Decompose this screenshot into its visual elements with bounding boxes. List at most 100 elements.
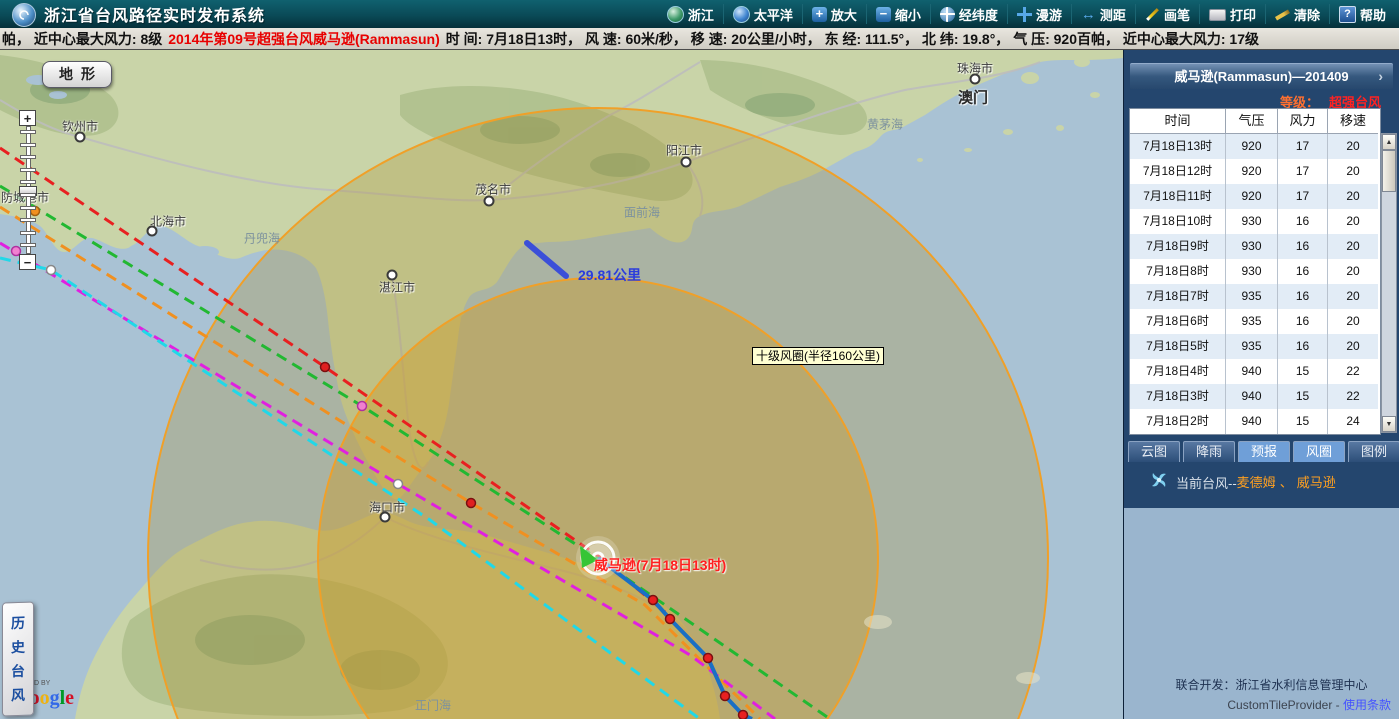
tab-云图[interactable]: 云图 (1128, 441, 1180, 462)
toolbar-button-clear[interactable]: 清除 (1264, 4, 1329, 24)
zoom-tick[interactable] (20, 218, 36, 223)
table-row[interactable]: 7月18日10时 930 16 20 (1130, 209, 1380, 234)
panel-title-bar[interactable]: 威马逊(Rammasun)—201409 › (1130, 63, 1393, 89)
table-row[interactable]: 7月18日6时 935 16 20 (1130, 309, 1380, 334)
track-point[interactable] (737, 709, 749, 719)
current-typhoon-link[interactable]: 威马逊 (1296, 475, 1336, 490)
toolbar-button-zoom-out[interactable]: 缩小 (865, 4, 930, 24)
toolbar-button-pen[interactable]: 画笔 (1134, 4, 1199, 24)
table-row[interactable]: 7月18日2时 940 15 24 (1130, 409, 1380, 434)
measure-distance-label: 29.81公里 (578, 267, 642, 283)
track-point[interactable] (319, 361, 331, 373)
grade-line: 等级： 超强台风 (1124, 92, 1381, 110)
table-header-row: 时间 气压 风力 移速 (1130, 109, 1380, 134)
track-point[interactable] (356, 400, 368, 412)
terrain-dark (30, 76, 815, 690)
table-cell: 20 (1328, 309, 1378, 334)
table-cell: 20 (1328, 334, 1378, 359)
zoom-tick[interactable] (20, 230, 36, 235)
table-cell: 16 (1278, 259, 1328, 284)
table-row[interactable]: 7月18日13时 920 17 20 (1130, 134, 1380, 159)
track-point[interactable] (719, 690, 731, 702)
toolbar-button-print[interactable]: 打印 (1198, 4, 1265, 24)
expand-arrow-icon[interactable]: › (1378, 68, 1383, 84)
toolbar-button-latlon[interactable]: 经纬度 (929, 4, 1007, 24)
tab-风圈[interactable]: 风圈 (1293, 441, 1345, 462)
toolbar-button-zhejiang-globe[interactable]: 浙江 (658, 4, 723, 24)
table-cell: 20 (1328, 284, 1378, 309)
zoom-tick[interactable] (20, 193, 36, 197)
ticker-prefix: 帕， 近中心最大风力: 8级 (2, 31, 163, 47)
print-icon (1208, 9, 1226, 21)
zoom-slider-track[interactable] (19, 126, 38, 254)
track-line (0, 241, 776, 719)
table-row[interactable]: 7月18日8时 930 16 20 (1130, 259, 1380, 284)
table-scrollbar[interactable]: ▲ ▼ (1381, 133, 1397, 433)
table-header-cell: 气压 (1226, 109, 1278, 134)
table-row[interactable]: 7月18日9时 930 16 20 (1130, 234, 1380, 259)
table-row[interactable]: 7月18日7时 935 16 20 (1130, 284, 1380, 309)
toolbar-button-zoom-in[interactable]: 放大 (801, 4, 866, 24)
current-typhoon-links: 麦德姆、威马逊 (1237, 472, 1336, 492)
zoom-tick[interactable] (20, 167, 36, 172)
table-cell: 7月18日7时 (1130, 284, 1226, 309)
table-cell: 16 (1278, 284, 1328, 309)
current-typhoon-link[interactable]: 麦德姆 (1236, 475, 1276, 490)
table-row[interactable]: 7月18日11时 920 17 20 (1130, 184, 1380, 209)
toolbar-button-label: 清除 (1293, 7, 1320, 23)
track-point[interactable] (465, 497, 477, 509)
toolbar-button-measure[interactable]: 测距 (1070, 4, 1135, 24)
zoom-tick[interactable] (20, 205, 36, 210)
grade-value: 超强台风 (1328, 95, 1381, 110)
table-cell: 7月18日10时 (1130, 209, 1226, 234)
table-cell: 935 (1226, 334, 1278, 359)
zoom-tick[interactable] (20, 243, 36, 248)
track-point[interactable] (664, 613, 676, 625)
scrollbar-thumb[interactable] (1382, 150, 1396, 192)
zoom-out-button[interactable]: − (19, 254, 36, 270)
zoom-tick[interactable] (20, 142, 36, 147)
table-cell: 16 (1278, 309, 1328, 334)
zoom-tick[interactable] (20, 130, 36, 134)
toolbar-button-label: 画笔 (1163, 7, 1190, 23)
toolbar-button-pan[interactable]: 漫游 (1006, 4, 1071, 24)
track-point[interactable] (702, 652, 714, 664)
table-row[interactable]: 7月18日12时 920 17 20 (1130, 159, 1380, 184)
table-row[interactable]: 7月18日5时 935 16 20 (1130, 334, 1380, 359)
table-cell: 7月18日9时 (1130, 234, 1226, 259)
zoom-in-button[interactable]: + (19, 110, 36, 126)
scrollbar-down-icon[interactable]: ▼ (1382, 416, 1396, 432)
pen-icon (1145, 7, 1160, 22)
terrain-button[interactable]: 地形 (42, 61, 112, 88)
table-cell: 20 (1328, 209, 1378, 234)
zoom-tick[interactable] (20, 180, 36, 185)
app-title: 浙江省台风路径实时发布系统 (44, 8, 266, 25)
table-row[interactable]: 7月18日4时 940 15 22 (1130, 359, 1380, 384)
toolbar-button-pacific-globe[interactable]: 太平洋 (722, 4, 802, 24)
direction-arrow-icon (580, 546, 598, 568)
tile-provider-text: CustomTileProvider - (1227, 698, 1343, 712)
table-cell: 930 (1226, 259, 1278, 284)
toolbar-button-help[interactable]: 帮助 (1328, 4, 1395, 24)
islands (425, 57, 1100, 319)
history-typhoon-tab[interactable]: 历史台风 (2, 601, 34, 717)
track-point[interactable] (45, 264, 57, 276)
tab-降雨[interactable]: 降雨 (1183, 441, 1235, 462)
table-row[interactable]: 7月18日3时 940 15 22 (1130, 384, 1380, 409)
terms-of-use-link[interactable]: 使用条款 (1342, 698, 1391, 712)
toolbar-button-label: 打印 (1229, 7, 1256, 23)
tab-预报[interactable]: 预报 (1238, 441, 1290, 462)
zoom-tick[interactable] (20, 155, 36, 160)
track-point[interactable] (647, 594, 659, 606)
scrollbar-up-icon[interactable]: ▲ (1382, 134, 1396, 150)
track-point[interactable] (392, 478, 404, 490)
tab-图例[interactable]: 图例 (1348, 441, 1399, 462)
table-cell: 24 (1328, 409, 1378, 434)
city-marker-icon (680, 156, 692, 168)
current-typhoon-label: 当前台风-- (1176, 475, 1237, 491)
toolbar-button-label: 放大 (830, 7, 857, 23)
ticker-typhoon-name: 2014年第09号超强台风威马逊(Rammasun) (168, 31, 440, 47)
toolbar-button-label: 帮助 (1359, 7, 1386, 23)
track-point[interactable] (10, 245, 22, 257)
map-canvas[interactable]: 钦州市 防城港市 北海市 丹兜海 湛江市 茂名市 阳江市 面前海 黄茅海 珠海市 澳门 海口市 正门海 … (0, 50, 1123, 719)
